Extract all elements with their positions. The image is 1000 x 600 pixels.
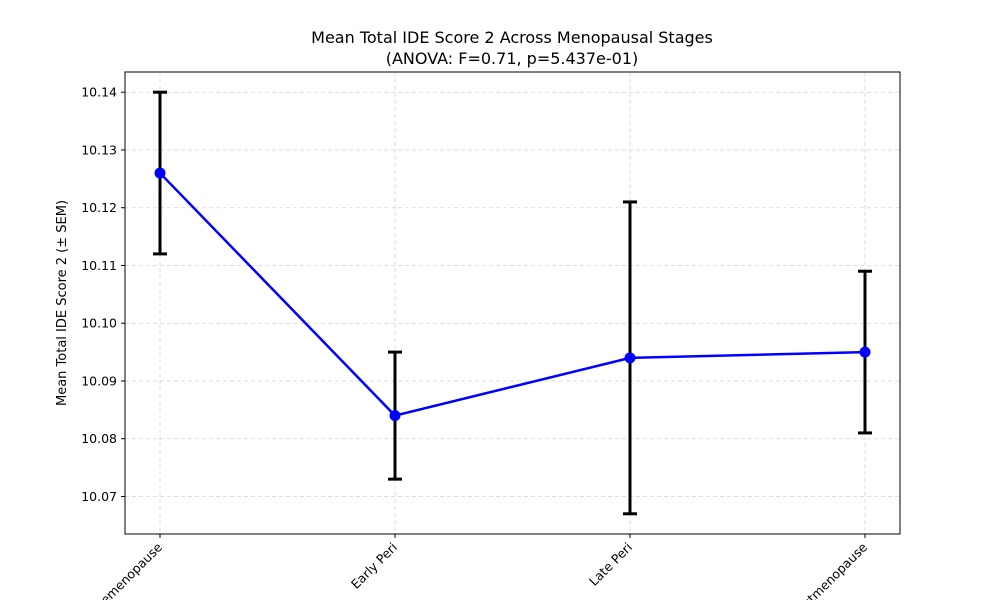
y-tick-label: 10.08 [81, 431, 117, 446]
chart-subtitle: (ANOVA: F=0.71, p=5.437e-01) [386, 49, 639, 68]
y-tick-label: 10.10 [81, 316, 117, 331]
axes-layer: 10.07 10.08 10.09 10.10 10.11 10.12 10.13 10.14… [81, 85, 870, 600]
x-tick-label: Postmenopause [789, 539, 870, 600]
plot-frame [124, 71, 901, 535]
y-tick-label: 10.14 [81, 85, 117, 100]
data-point [389, 410, 401, 422]
data-point [859, 346, 871, 358]
y-tick-label: 10.13 [81, 142, 117, 157]
series-line [159, 172, 866, 417]
chart-title: Mean Total IDE Score 2 Across Menopausal… [311, 28, 713, 47]
x-tick-label: Premenopause [89, 539, 166, 600]
x-tick-label: Late Peri [586, 540, 635, 589]
grid-layer [125, 72, 900, 534]
y-axis-label: Mean Total IDE Score 2 (± SEM) [55, 200, 70, 406]
series-layer [153, 90, 872, 516]
x-tick-label: Early Peri [348, 540, 400, 592]
y-tick-label: 10.09 [81, 373, 117, 388]
y-tick-label: 10.12 [81, 200, 117, 215]
y-tick-label: 10.11 [81, 258, 117, 273]
data-point [624, 352, 636, 364]
y-tick-label: 10.07 [81, 489, 117, 504]
data-point [154, 167, 166, 179]
